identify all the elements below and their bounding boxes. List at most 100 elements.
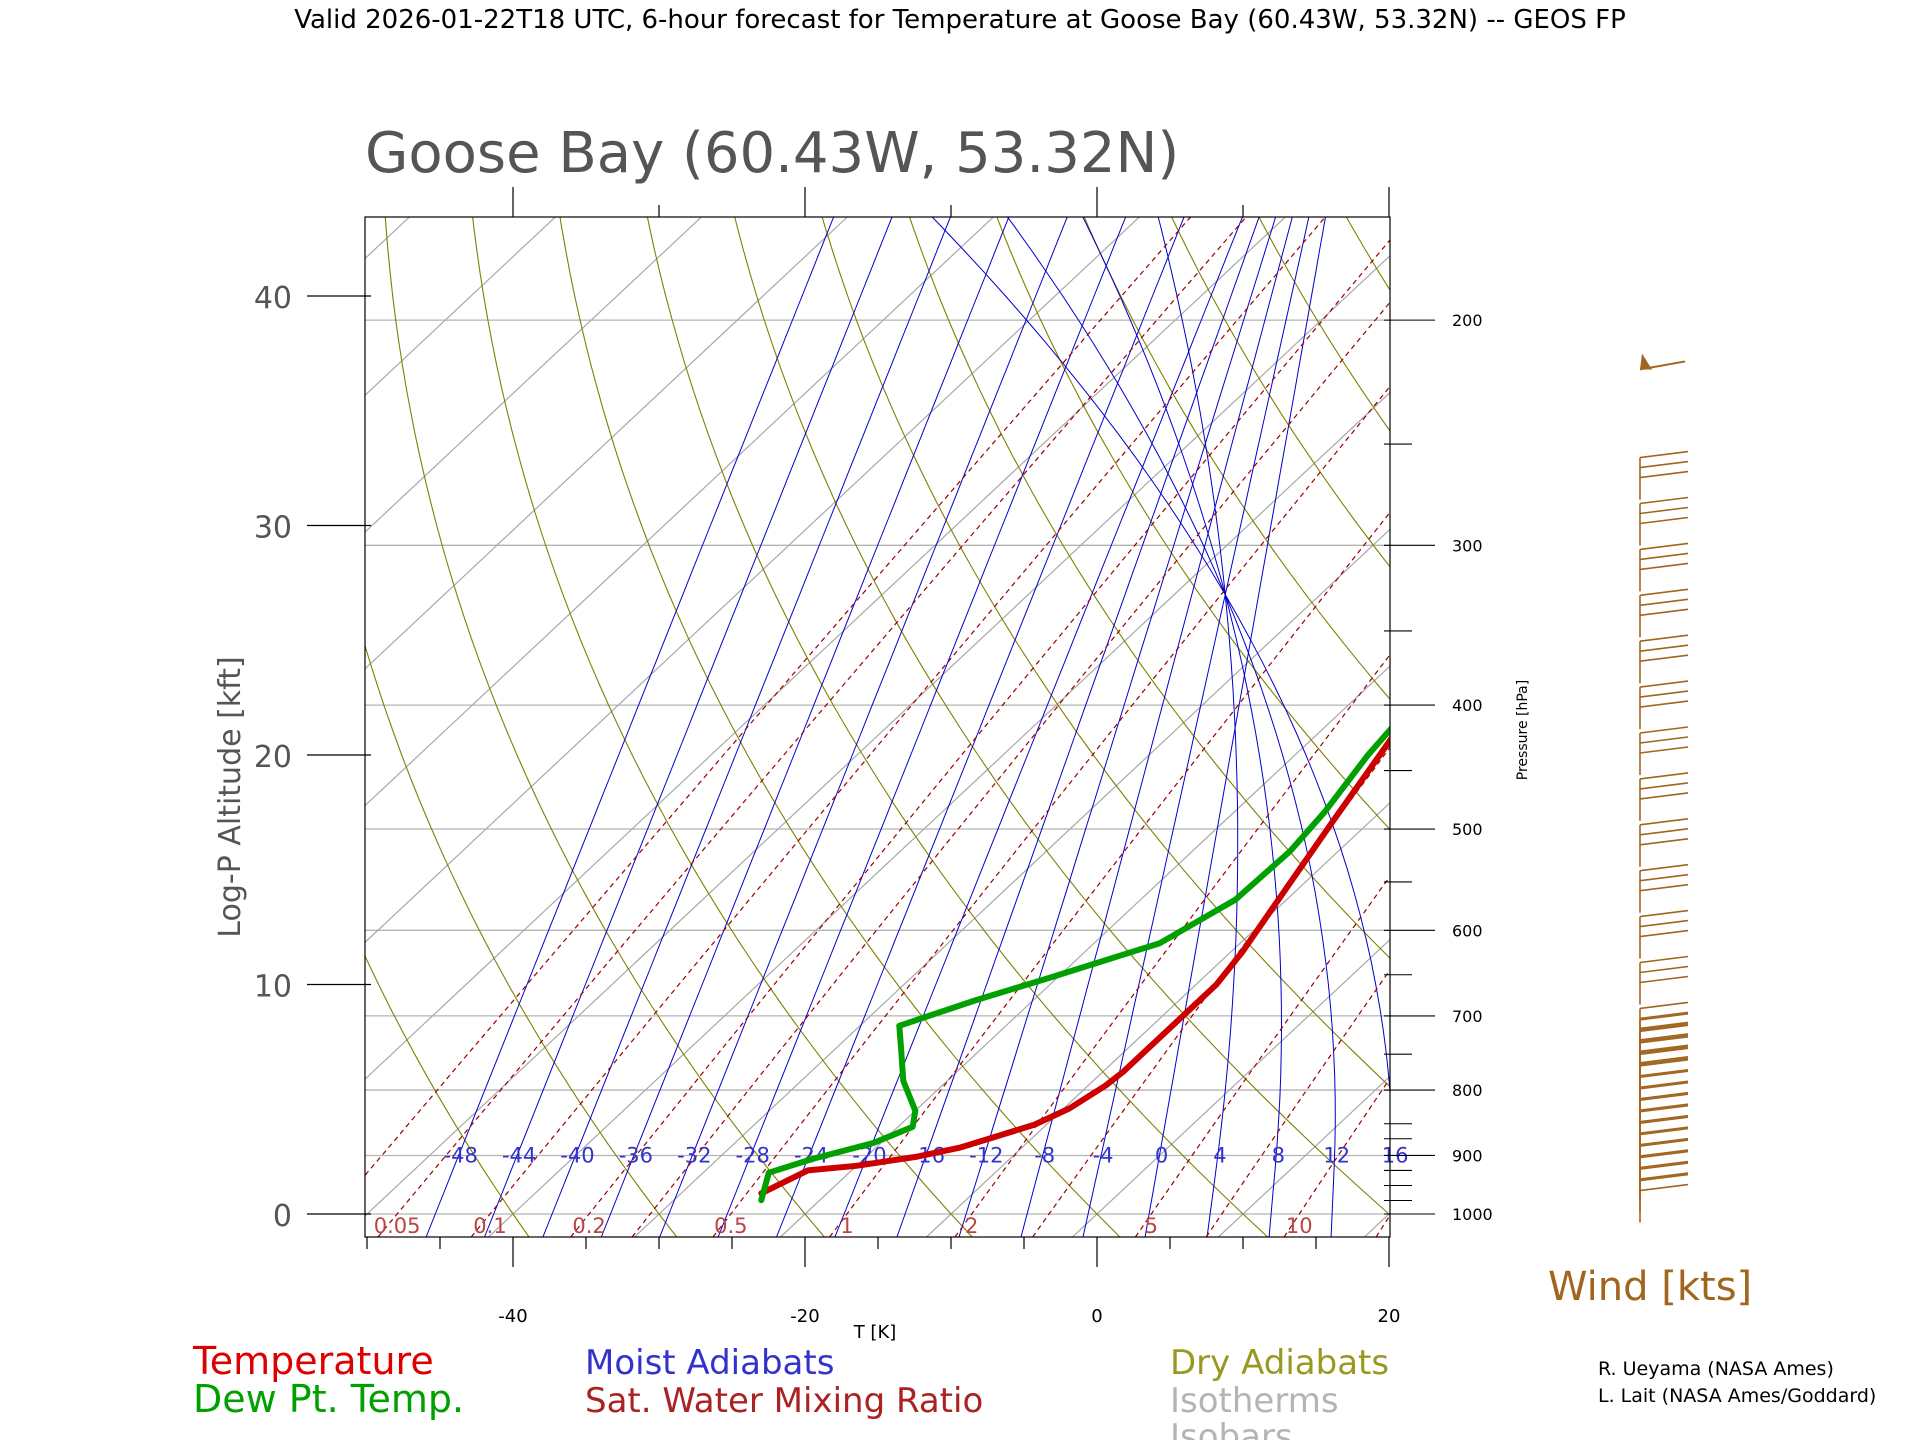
moist-adiabat-line (660, 204, 1073, 1237)
moist-adiabat-label: -12 (969, 1144, 1003, 1168)
mixing-ratio-line (1206, 204, 1920, 1237)
isotherm-line (1219, 204, 1920, 1237)
moist-adiabat-label: 4 (1213, 1144, 1226, 1168)
dewpoint-profile (761, 227, 1920, 1200)
isotherm-line (927, 204, 1920, 1237)
dry-adiabat-line (210, 204, 529, 1237)
mixing-ratio-label: 0.05 (374, 1214, 421, 1238)
wind-barb (1640, 727, 1688, 775)
moist-adiabat-label: 0 (1155, 1144, 1168, 1168)
dry-adiabat-line (1600, 204, 1920, 1237)
moist-adiabat-label: -48 (444, 1144, 478, 1168)
mixing-ratio-line (571, 204, 1420, 1237)
mixing-ratio-label: 0.2 (572, 1214, 605, 1238)
y-axis-label: Log-P Altitude [kft] (213, 656, 248, 937)
moist-adiabat-line (998, 204, 1335, 1237)
x-tick-label: -20 (790, 1306, 819, 1327)
wind-barb (1640, 957, 1688, 1005)
isotherm-line (1511, 204, 1920, 1237)
legend-isobars: Isobars (1170, 1417, 1293, 1440)
temperature-profile (761, 250, 1920, 1193)
legend-moist: Moist Adiabats (585, 1343, 834, 1383)
credit-line-1: R. Ueyama (NASA Ames) (1598, 1358, 1834, 1380)
mixing-ratio-label: 0.1 (473, 1214, 506, 1238)
pressure-tick-label: 700 (1452, 1007, 1483, 1026)
legend-isotherms: Isotherms (1170, 1381, 1339, 1421)
wind-barb (1640, 543, 1688, 591)
wind-barb (1640, 773, 1688, 821)
dry-adiabat-line (645, 204, 1268, 1237)
dry-adiabat-line (732, 204, 1416, 1237)
pressure-tick-label: 800 (1452, 1081, 1483, 1100)
moist-adiabat-line (485, 204, 898, 1237)
moist-adiabat-label: 12 (1323, 1144, 1350, 1168)
isotherm-line (0, 204, 715, 1237)
dry-adiabat-line (1513, 204, 1920, 1237)
moist-adiabat-label: -32 (677, 1144, 711, 1168)
moist-adiabat-label: -28 (736, 1144, 770, 1168)
isotherm-line (781, 204, 1884, 1237)
legend-dewpoint: Dew Pt. Temp. (193, 1377, 464, 1421)
dry-adiabat-line (1426, 204, 1920, 1237)
mixing-ratio-label: 2 (965, 1214, 978, 1238)
x-tick-label: -40 (498, 1306, 527, 1327)
moist-adiabat-label: -4 (1093, 1144, 1114, 1168)
moist-adiabat-line (1155, 204, 1238, 1237)
moist-adiabat-line (1145, 204, 1328, 1237)
wind-barb (1640, 452, 1688, 500)
moist-adiabat-line (1083, 204, 1312, 1237)
wind-barb (1640, 911, 1688, 959)
moist-adiabat-label: -36 (619, 1144, 653, 1168)
y-tick-label: 10 (254, 970, 292, 1005)
dry-adiabat-line (1252, 204, 1920, 1237)
wind-barb (1640, 681, 1688, 729)
pressure-tick-label: 600 (1452, 921, 1483, 940)
isotherm-line (0, 204, 423, 1237)
legend-dry: Dry Adiabats (1170, 1343, 1389, 1383)
mixing-ratio-label: 10 (1286, 1214, 1313, 1238)
mixing-ratio-line (1033, 204, 1804, 1237)
moist-adiabat-line (920, 204, 1393, 1237)
isotherm-line (197, 204, 1300, 1237)
moist-adiabat-label: -8 (1034, 1144, 1055, 1168)
x-tick-label: 20 (1378, 1306, 1401, 1327)
wind-label: Wind [kts] (1548, 1264, 1752, 1310)
wind-barb (1640, 819, 1688, 867)
moist-adiabat-line (1021, 204, 1296, 1237)
moist-adiabat-label: -44 (502, 1144, 536, 1168)
pressure-tick-label: 300 (1452, 536, 1483, 555)
mixing-ratio-label: 5 (1145, 1214, 1158, 1238)
wind-barb (1640, 1175, 1688, 1223)
wind-barbs (1640, 353, 1688, 1222)
sounding-profiles (761, 227, 1920, 1200)
moist-adiabat-label: -40 (560, 1144, 594, 1168)
isotherm-line (0, 204, 1007, 1237)
chart-title: Goose Bay (60.43W, 53.32N) (365, 121, 1179, 186)
dry-adiabat-line (992, 204, 1859, 1237)
moist-adiabat-line (426, 204, 839, 1237)
y-tick-label: 30 (254, 511, 292, 546)
dry-adiabat-line (1339, 204, 1920, 1237)
pressure-tick-label: 900 (1452, 1146, 1483, 1165)
dry-adiabat-line (1079, 204, 1920, 1237)
wind-barb (1640, 498, 1688, 546)
y-tick-label: 20 (254, 740, 292, 775)
mixing-ratio-line (632, 204, 1472, 1237)
isotherm-line (0, 204, 569, 1237)
pressure-tick-label: 200 (1452, 311, 1483, 330)
mixing-ratio-label: 1 (840, 1214, 853, 1238)
moist-adiabat-label: 8 (1272, 1144, 1285, 1168)
wind-barb (1640, 865, 1688, 913)
wind-barb (1640, 589, 1688, 637)
x-axis-label: T [K] (853, 1322, 897, 1343)
y-tick-label: 40 (254, 281, 292, 316)
isotherm-line (0, 204, 131, 1237)
isotherm-line (1657, 204, 1920, 1237)
background-lines (0, 204, 1920, 1237)
dry-adiabat-line (298, 204, 677, 1237)
pressure-tick-label: 400 (1452, 696, 1483, 715)
legend-mixing: Sat. Water Mixing Ratio (585, 1381, 983, 1421)
wind-barb (1640, 353, 1685, 369)
